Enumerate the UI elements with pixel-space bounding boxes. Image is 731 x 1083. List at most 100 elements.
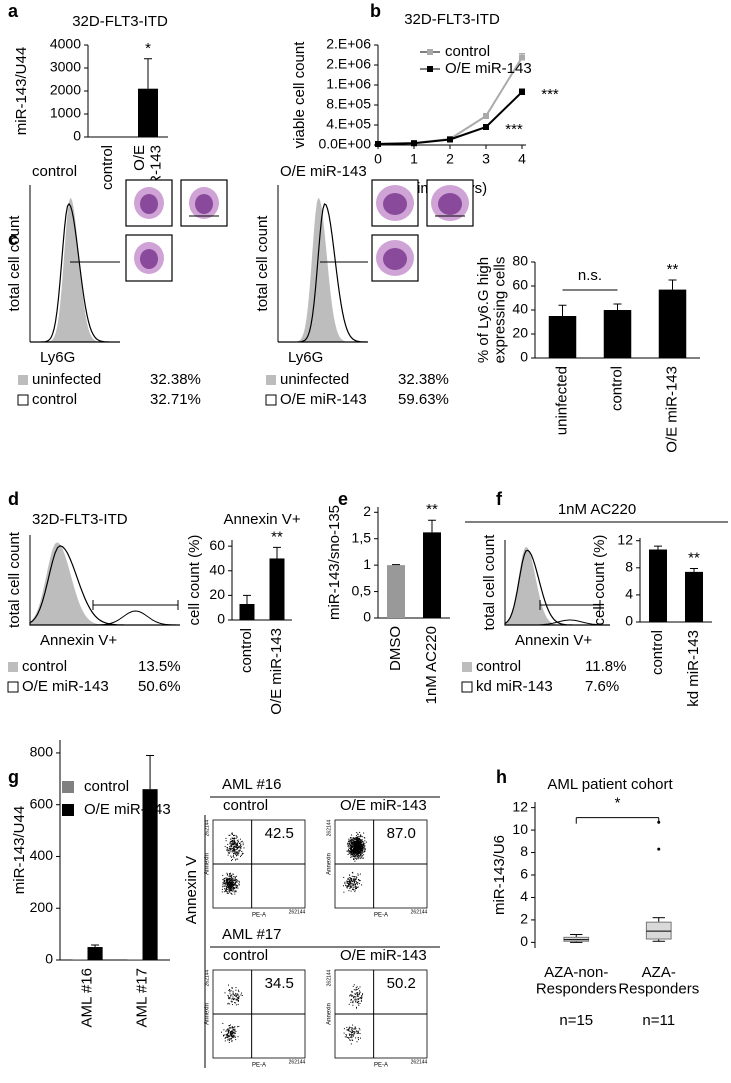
event-dot xyxy=(352,1000,354,1002)
event-dot xyxy=(351,843,353,845)
legend-value: 59.63% xyxy=(398,391,449,408)
cell-nucleus xyxy=(438,193,462,215)
event-dot xyxy=(235,999,237,1001)
event-dot xyxy=(351,1032,353,1034)
event-dot xyxy=(360,846,362,848)
event-dot xyxy=(353,879,355,881)
y-axis-label: total cell count xyxy=(254,215,271,312)
legend-label: control xyxy=(84,778,129,795)
event-dot xyxy=(237,852,239,854)
event-dot xyxy=(359,993,361,995)
event-dot xyxy=(228,882,230,884)
event-dot xyxy=(231,1030,233,1032)
axis-title: Annexin xyxy=(205,853,211,875)
event-dot xyxy=(347,877,349,879)
event-dot xyxy=(230,994,232,996)
axis-max: 262144 xyxy=(204,969,210,986)
event-dot xyxy=(230,995,232,997)
event-dot xyxy=(358,845,359,847)
event-dot xyxy=(228,1034,230,1036)
event-dot xyxy=(356,837,358,839)
event-dot xyxy=(357,1037,359,1039)
legend-label: O/E miR-143 xyxy=(84,801,171,818)
legend-swatch xyxy=(18,375,28,385)
event-dot xyxy=(231,1004,233,1006)
event-dot xyxy=(352,850,353,852)
y-tick-label: 1 xyxy=(363,556,371,572)
event-dot xyxy=(355,845,357,846)
event-dot xyxy=(229,997,231,999)
y-axis-label: miR-143/U44 xyxy=(11,806,28,894)
y-axis-label: Annexin V xyxy=(183,856,200,924)
y-tick-label: 12 xyxy=(512,798,528,814)
event-dot xyxy=(231,884,233,886)
event-dot xyxy=(358,851,360,853)
event-dot xyxy=(358,852,360,854)
panel-title: O/E miR-143 xyxy=(280,163,367,180)
event-dot xyxy=(358,848,360,850)
event-dot xyxy=(232,878,234,880)
event-dot xyxy=(357,1030,359,1032)
event-dot xyxy=(234,878,236,880)
event-dot xyxy=(349,1039,351,1041)
event-dot xyxy=(362,844,364,846)
event-dot xyxy=(352,848,354,850)
event-dot xyxy=(352,880,353,882)
event-dot xyxy=(356,887,358,888)
event-dot xyxy=(230,890,232,892)
event-dot xyxy=(345,1034,347,1036)
event-dot xyxy=(357,849,359,851)
event-dot xyxy=(230,1027,231,1029)
event-dot xyxy=(232,846,234,848)
cell-nucleus xyxy=(140,249,158,269)
event-dot xyxy=(236,854,238,856)
event-dot xyxy=(240,855,241,857)
event-dot xyxy=(361,996,363,998)
event-dot xyxy=(358,856,360,858)
y-tick-label: 0 xyxy=(520,933,528,949)
event-dot xyxy=(353,853,355,855)
event-dot xyxy=(357,853,359,855)
event-dot xyxy=(230,887,232,889)
event-dot xyxy=(229,890,231,892)
legend-value: 50.6% xyxy=(138,678,181,695)
event-dot xyxy=(240,845,242,847)
event-dot xyxy=(236,994,238,996)
event-dot xyxy=(228,877,230,879)
event-dot xyxy=(231,889,233,891)
event-dot xyxy=(356,986,358,988)
event-dot xyxy=(227,884,229,885)
event-dot xyxy=(355,847,357,849)
legend-swatch xyxy=(17,394,29,406)
event-dot xyxy=(233,881,235,883)
event-dot xyxy=(350,840,352,842)
y-tick-label: 0 xyxy=(217,611,225,627)
histogram-reference xyxy=(278,197,368,342)
event-dot xyxy=(227,891,228,893)
event-dot xyxy=(358,883,360,885)
bar xyxy=(269,558,285,620)
event-dot xyxy=(348,845,350,847)
event-dot xyxy=(235,880,236,882)
event-dot xyxy=(353,837,354,839)
event-dot xyxy=(360,852,362,854)
event-dot xyxy=(230,872,231,874)
panel-title: control xyxy=(32,163,77,180)
event-dot xyxy=(233,850,235,852)
event-dot xyxy=(353,876,355,878)
event-dot xyxy=(343,891,345,893)
event-dot xyxy=(236,993,238,995)
event-dot xyxy=(227,881,229,883)
event-dot xyxy=(359,845,361,847)
event-dot xyxy=(355,878,357,880)
event-dot xyxy=(355,887,357,889)
event-dot xyxy=(237,1026,239,1028)
x-tick-label: 2 xyxy=(446,151,454,167)
event-dot xyxy=(351,1035,353,1037)
event-dot xyxy=(354,841,356,843)
event-dot xyxy=(238,845,240,847)
legend-label: control xyxy=(445,43,490,60)
event-dot xyxy=(235,891,237,893)
event-dot xyxy=(349,848,351,849)
event-dot xyxy=(232,880,234,882)
